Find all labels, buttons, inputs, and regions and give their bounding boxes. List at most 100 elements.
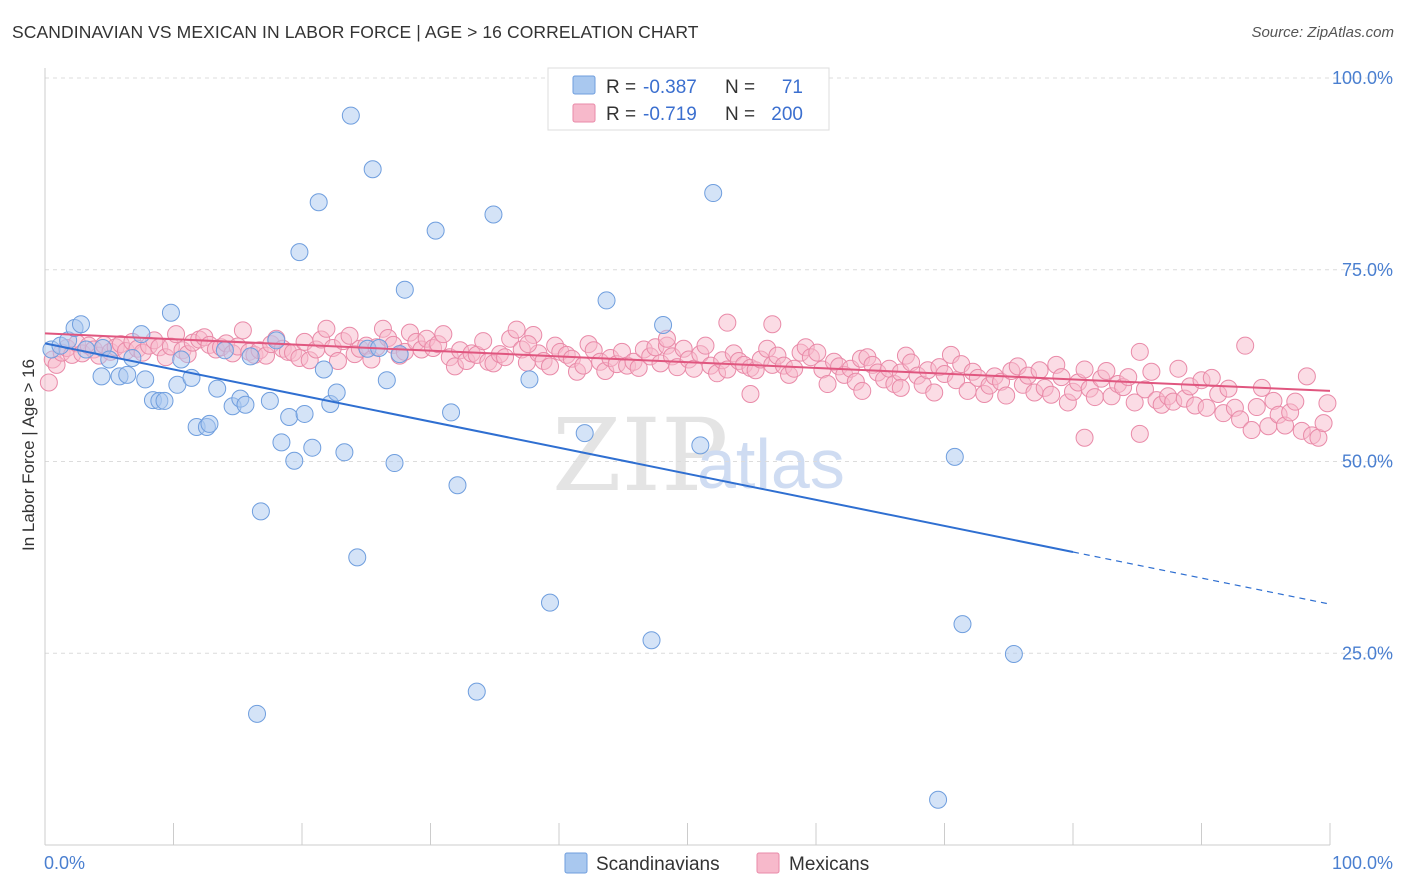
scandinavians-point-40 bbox=[309, 193, 328, 212]
y-tick-label-3: 25.0% bbox=[1342, 643, 1393, 663]
scandinavians-point-35 bbox=[280, 408, 299, 427]
legend-swatch-scandinavians bbox=[572, 75, 596, 95]
legend-r-label-mexicans: R = bbox=[606, 104, 636, 125]
scandinavians-point-19 bbox=[172, 350, 191, 369]
axes bbox=[44, 68, 1331, 846]
y-tick-label-0: 100.0% bbox=[1332, 68, 1393, 88]
mexicans-point-135 bbox=[785, 359, 804, 378]
mexicans-point-181 bbox=[1042, 385, 1061, 404]
scandinavians-point-60 bbox=[541, 593, 560, 612]
mexicans-point-55 bbox=[340, 326, 359, 345]
scandinavians-point-38 bbox=[295, 404, 314, 423]
mexicans-point-179 bbox=[1030, 361, 1049, 380]
scandinavians-point-33 bbox=[267, 331, 286, 350]
scandinavians-point-58 bbox=[484, 205, 503, 224]
legend-r-value-mexicans: -0.719 bbox=[643, 104, 697, 125]
scandinavians-point-39 bbox=[303, 438, 322, 457]
scandinavians-point-67 bbox=[929, 790, 948, 809]
watermark-zip: ZIP bbox=[552, 397, 728, 514]
mexicans-point-197 bbox=[1130, 342, 1149, 361]
mexicans-point-209 bbox=[1197, 398, 1216, 417]
legend: R = -0.387 N = 71 R = -0.719 N = 200 bbox=[547, 67, 830, 131]
legend-r-value-scandinavians: -0.387 bbox=[643, 77, 697, 98]
legend-n-label-scandinavians: N = bbox=[725, 77, 755, 98]
mexicans-point-235 bbox=[891, 378, 910, 397]
mexicans-point-215 bbox=[1231, 410, 1250, 429]
scandinavians-point-37 bbox=[290, 243, 309, 262]
scandinavians-point-4 bbox=[71, 315, 90, 334]
mexicans-point-83 bbox=[496, 348, 515, 367]
scandinavians-point-61 bbox=[575, 424, 594, 443]
mexicans-point-139 bbox=[808, 343, 827, 362]
mexicans-point-119 bbox=[696, 336, 715, 355]
scandinavians-point-17 bbox=[161, 303, 180, 322]
mexicans-point-232 bbox=[1130, 424, 1149, 443]
tick-labels: 100.0% 75.0% 50.0% 25.0% 0.0% 100.0% bbox=[44, 68, 1393, 873]
scandinavians-point-50 bbox=[377, 371, 396, 390]
mexicans-point-36 bbox=[233, 321, 252, 340]
mexicans-point-234 bbox=[853, 381, 872, 400]
legend-n-label-mexicans: N = bbox=[725, 104, 755, 125]
scandinavians-point-69 bbox=[953, 615, 972, 634]
scandinavians-point-54 bbox=[426, 221, 445, 240]
scandinavians-point-7 bbox=[92, 367, 111, 386]
scandinavians-point-55 bbox=[442, 403, 461, 422]
mexicans-point-231 bbox=[1318, 394, 1337, 413]
mexicans-trend-line bbox=[44, 332, 1331, 392]
mexicans-point-196 bbox=[1125, 393, 1144, 412]
scandinavians-point-31 bbox=[251, 502, 270, 521]
mexicans-point-238 bbox=[718, 313, 737, 332]
scandinavians-point-59 bbox=[520, 370, 539, 389]
scandinavians-point-70 bbox=[1004, 645, 1023, 664]
trend-lines bbox=[44, 332, 1331, 605]
scandinavians-point-57 bbox=[467, 682, 486, 701]
mexicans-point-97 bbox=[574, 356, 593, 375]
scandinavians-point-29 bbox=[241, 347, 260, 366]
mexicans-point-173 bbox=[997, 386, 1016, 405]
mexicans-point-236 bbox=[741, 385, 760, 404]
scandinavians-point-48 bbox=[363, 160, 382, 179]
bottom-legend-label-mexicans: Mexicans bbox=[789, 854, 869, 875]
x-tick-label-0: 0.0% bbox=[44, 853, 85, 873]
mexicans-point-51 bbox=[317, 319, 336, 338]
scandinavians-point-56 bbox=[448, 476, 467, 495]
mexicans-point-227 bbox=[1297, 367, 1316, 386]
mexicans-point-198 bbox=[1135, 380, 1154, 399]
mexicans-point-164 bbox=[947, 371, 966, 390]
mexicans-point-141 bbox=[818, 375, 837, 394]
chart-title: SCANDINAVIAN VS MEXICAN IN LABOR FORCE |… bbox=[12, 22, 699, 42]
scandinavians-trend-line bbox=[44, 342, 1074, 553]
scandinavians-point-30 bbox=[248, 704, 267, 723]
scandinavians-point-64 bbox=[654, 315, 673, 334]
scandinavians-point-41 bbox=[314, 360, 333, 379]
scandinavians-point-63 bbox=[642, 631, 661, 650]
scandinavians-point-12 bbox=[132, 325, 151, 344]
mexicans-point-240 bbox=[763, 315, 782, 334]
mexicans-point-230 bbox=[1314, 414, 1333, 433]
scandinavians-point-44 bbox=[335, 443, 354, 462]
scandinavians-point-32 bbox=[260, 391, 279, 410]
mexicans-point-0 bbox=[39, 373, 58, 392]
y-tick-label-1: 75.0% bbox=[1342, 260, 1393, 280]
bottom-legend-swatch-scandinavians bbox=[564, 852, 588, 874]
bottom-legend-label-scandinavians: Scandinavians bbox=[596, 854, 720, 875]
scandinavians-point-65 bbox=[691, 436, 710, 455]
scandinavians-point-11 bbox=[123, 348, 142, 367]
mexicans-point-213 bbox=[1219, 379, 1238, 398]
scandinavians-point-24 bbox=[208, 379, 227, 398]
scandinavians-point-13 bbox=[136, 370, 155, 389]
mexicans-point-218 bbox=[1247, 398, 1266, 417]
mexicans-point-72 bbox=[434, 325, 453, 344]
mexicans-point-191 bbox=[1097, 361, 1116, 380]
scandinavians-point-25 bbox=[215, 341, 234, 360]
source-credit: Source: ZipAtlas.com bbox=[1251, 24, 1394, 41]
x-tick-label-1: 100.0% bbox=[1332, 853, 1393, 873]
scandinavians-point-66 bbox=[704, 184, 723, 203]
scandinavians-point-28 bbox=[236, 395, 255, 414]
y-axis-label: In Labor Force | Age > 16 bbox=[19, 359, 38, 551]
scandinavians-point-36 bbox=[285, 451, 304, 470]
mexicans-point-53 bbox=[328, 352, 347, 371]
scandinavians-point-46 bbox=[348, 548, 367, 567]
legend-n-value-mexicans: 200 bbox=[771, 104, 803, 125]
legend-n-value-scandinavians: 71 bbox=[782, 77, 803, 98]
